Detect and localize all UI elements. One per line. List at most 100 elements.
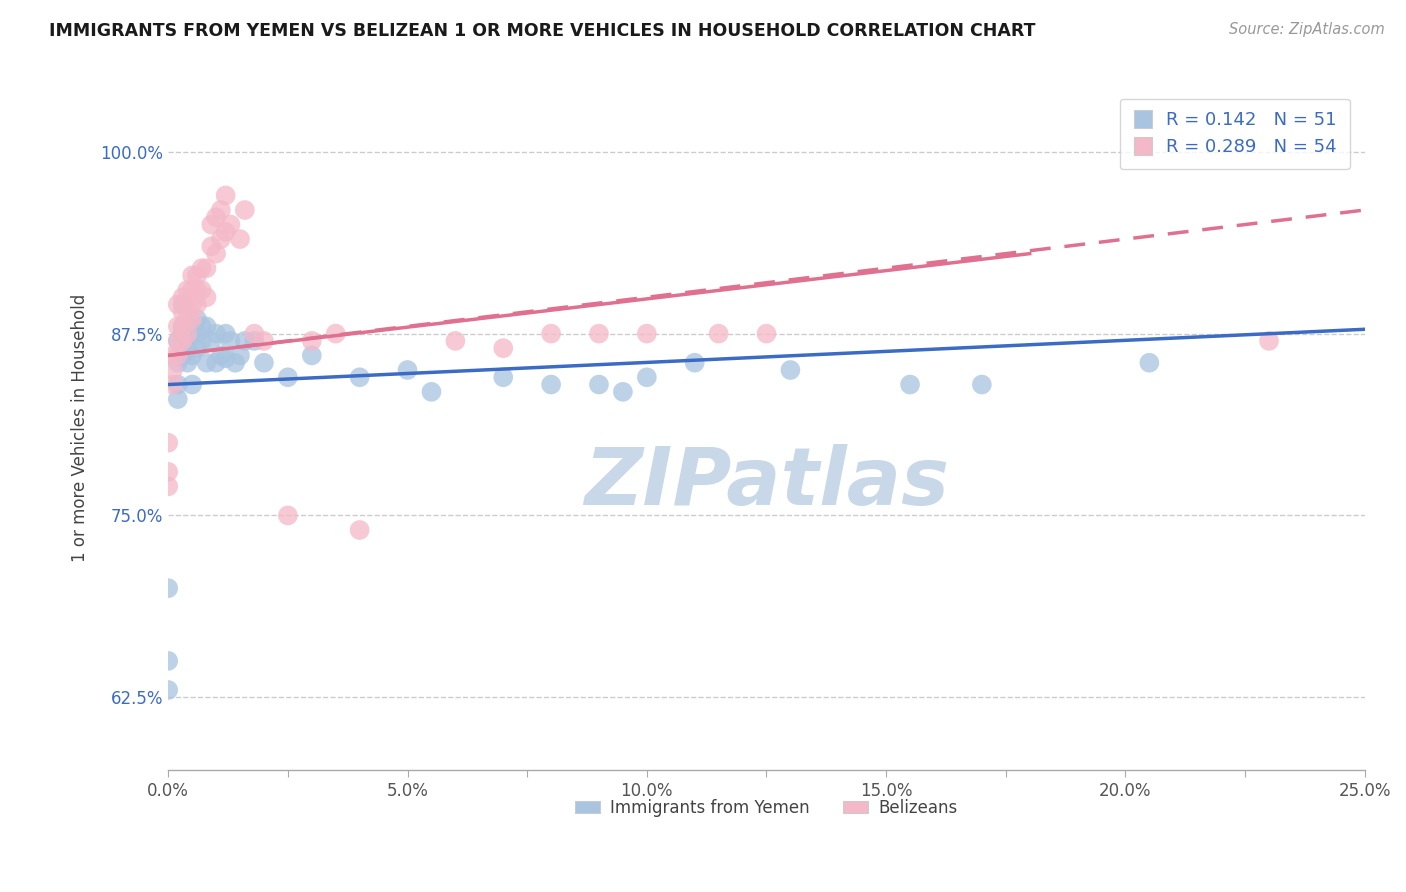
Point: [779, 363, 801, 377]
Point: [166, 377, 188, 392]
Point: [181, 348, 204, 362]
Point: [176, 356, 198, 370]
Point: [214, 225, 236, 239]
Point: [229, 232, 252, 246]
Point: [181, 297, 204, 311]
Point: [349, 370, 371, 384]
Point: [636, 326, 658, 341]
Point: [172, 319, 194, 334]
Point: [898, 377, 921, 392]
Point: [396, 363, 419, 377]
Point: [176, 283, 198, 297]
Point: [707, 326, 730, 341]
Point: [195, 319, 218, 334]
Text: IMMIGRANTS FROM YEMEN VS BELIZEAN 1 OR MORE VEHICLES IN HOUSEHOLD CORRELATION CH: IMMIGRANTS FROM YEMEN VS BELIZEAN 1 OR M…: [49, 22, 1036, 40]
Point: [176, 312, 198, 326]
Y-axis label: 1 or more Vehicles in Household: 1 or more Vehicles in Household: [72, 294, 89, 562]
Point: [233, 202, 256, 217]
Point: [166, 334, 188, 348]
Point: [172, 348, 194, 362]
Point: [157, 465, 180, 479]
Point: [200, 218, 222, 232]
Point: [181, 312, 204, 326]
Point: [181, 326, 204, 341]
Point: [166, 348, 188, 362]
Point: [176, 326, 198, 341]
Point: [162, 363, 184, 377]
Point: [253, 334, 276, 348]
Point: [209, 202, 232, 217]
Point: [205, 211, 228, 225]
Point: [195, 261, 218, 276]
Point: [181, 377, 204, 392]
Point: [301, 348, 323, 362]
Point: [205, 246, 228, 260]
Point: [157, 435, 180, 450]
Point: [186, 312, 208, 326]
Point: [162, 348, 184, 362]
Point: [243, 326, 266, 341]
Point: [277, 370, 299, 384]
Point: [444, 334, 467, 348]
Point: [186, 268, 208, 283]
Point: [205, 356, 228, 370]
Point: [209, 232, 232, 246]
Point: [683, 356, 706, 370]
Point: [209, 348, 232, 362]
Point: [162, 377, 184, 392]
Point: [172, 334, 194, 348]
Point: [492, 341, 515, 355]
Point: [186, 326, 208, 341]
Point: [277, 508, 299, 523]
Point: [970, 377, 993, 392]
Point: [186, 297, 208, 311]
Point: [243, 334, 266, 348]
Point: [200, 239, 222, 253]
Point: [219, 218, 242, 232]
Point: [219, 334, 242, 348]
Point: [253, 356, 276, 370]
Point: [176, 341, 198, 355]
Point: [588, 377, 610, 392]
Point: [176, 297, 198, 311]
Point: [157, 683, 180, 698]
Point: [166, 334, 188, 348]
Point: [190, 283, 212, 297]
Point: [190, 319, 212, 334]
Point: [157, 654, 180, 668]
Point: [1137, 356, 1160, 370]
Point: [301, 334, 323, 348]
Point: [186, 283, 208, 297]
Point: [181, 283, 204, 297]
Point: [420, 384, 443, 399]
Point: [190, 334, 212, 348]
Point: [224, 356, 246, 370]
Point: [205, 326, 228, 341]
Point: [172, 297, 194, 311]
Point: [214, 351, 236, 366]
Point: [172, 326, 194, 341]
Point: [166, 356, 188, 370]
Text: ZIPatlas: ZIPatlas: [583, 444, 949, 522]
Point: [157, 479, 180, 493]
Text: Source: ZipAtlas.com: Source: ZipAtlas.com: [1229, 22, 1385, 37]
Point: [540, 377, 562, 392]
Point: [176, 319, 198, 334]
Point: [195, 290, 218, 304]
Point: [612, 384, 634, 399]
Point: [636, 370, 658, 384]
Point: [166, 297, 188, 311]
Point: [349, 523, 371, 537]
Point: [214, 326, 236, 341]
Point: [166, 392, 188, 406]
Point: [492, 370, 515, 384]
Point: [540, 326, 562, 341]
Point: [233, 334, 256, 348]
Point: [166, 319, 188, 334]
Point: [172, 290, 194, 304]
Point: [325, 326, 347, 341]
Point: [190, 261, 212, 276]
Point: [214, 188, 236, 202]
Point: [186, 341, 208, 355]
Point: [588, 326, 610, 341]
